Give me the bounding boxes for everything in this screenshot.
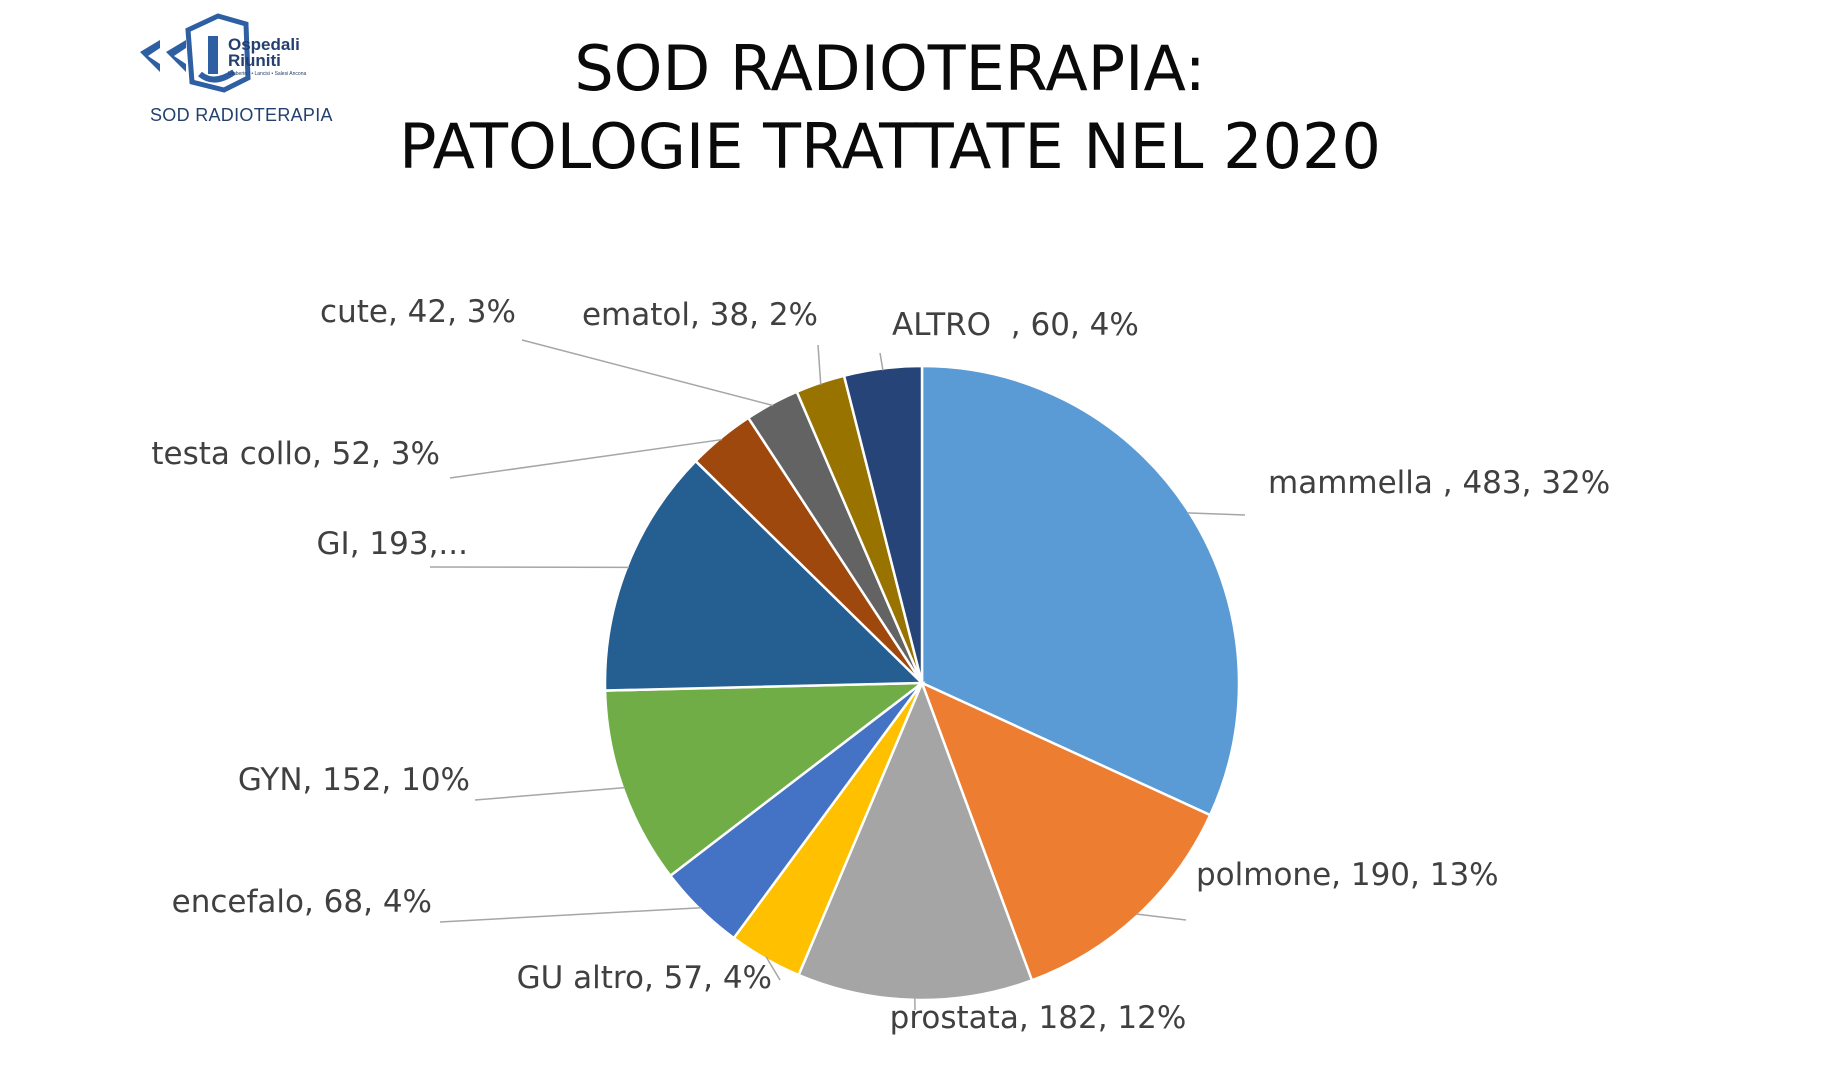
- logo-fine-print: Umberto I • Lancisi • Salesi Ancona: [228, 71, 306, 77]
- data-label-gyn: GYN, 152, 10%: [238, 762, 470, 798]
- hospital-logo: Ospedali Riuniti Umberto I • Lancisi • S…: [130, 12, 370, 132]
- data-label-polmone: polmone, 190, 13%: [1196, 857, 1499, 893]
- logo-emblem: Ospedali Riuniti Umberto I • Lancisi • S…: [140, 13, 306, 93]
- data-label-mammella: mammella , 483, 32%: [1268, 465, 1610, 501]
- leader-line-gu-altro: [765, 956, 781, 981]
- leader-line-ematol: [817, 344, 822, 385]
- leader-line-encefalo: [439, 906, 702, 923]
- leader-line-testa-collo: [449, 438, 723, 479]
- leader-line-cute: [521, 339, 774, 407]
- logo-text-line1: Ospedali: [228, 35, 300, 54]
- data-label-altro: ALTRO , 60, 4%: [892, 307, 1139, 343]
- leader-line-altro: [879, 352, 884, 371]
- leader-line-mammella: [1187, 512, 1246, 516]
- leader-line-polmone: [1136, 913, 1187, 921]
- data-label-encefalo: encefalo, 68, 4%: [172, 884, 432, 920]
- pie-slice-mammella: [920, 364, 1241, 817]
- data-label-prostata: prostata, 182, 12%: [890, 1000, 1187, 1036]
- data-label-ematol: ematol, 38, 2%: [582, 297, 818, 333]
- logo-text-line2: Riuniti: [228, 51, 281, 70]
- data-label-testa-collo: testa collo, 52, 3%: [151, 436, 440, 472]
- data-label-gi: GI, 193,...: [317, 526, 468, 562]
- title-line-1: SOD RADIOTERAPIA:: [574, 32, 1206, 105]
- data-label-cute: cute, 42, 3%: [320, 294, 516, 330]
- logo-caption: SOD RADIOTERAPIA: [150, 105, 333, 125]
- data-label-gu-altro: GU altro, 57, 4%: [517, 960, 772, 996]
- page-title: SOD RADIOTERAPIA: PATOLOGIE TRATTATE NEL…: [0, 30, 1780, 186]
- pie-slice-polmone: [919, 680, 1212, 982]
- title-line-2: PATOLOGIE TRATTATE NEL 2020: [399, 110, 1381, 183]
- leader-line-gyn: [474, 786, 625, 801]
